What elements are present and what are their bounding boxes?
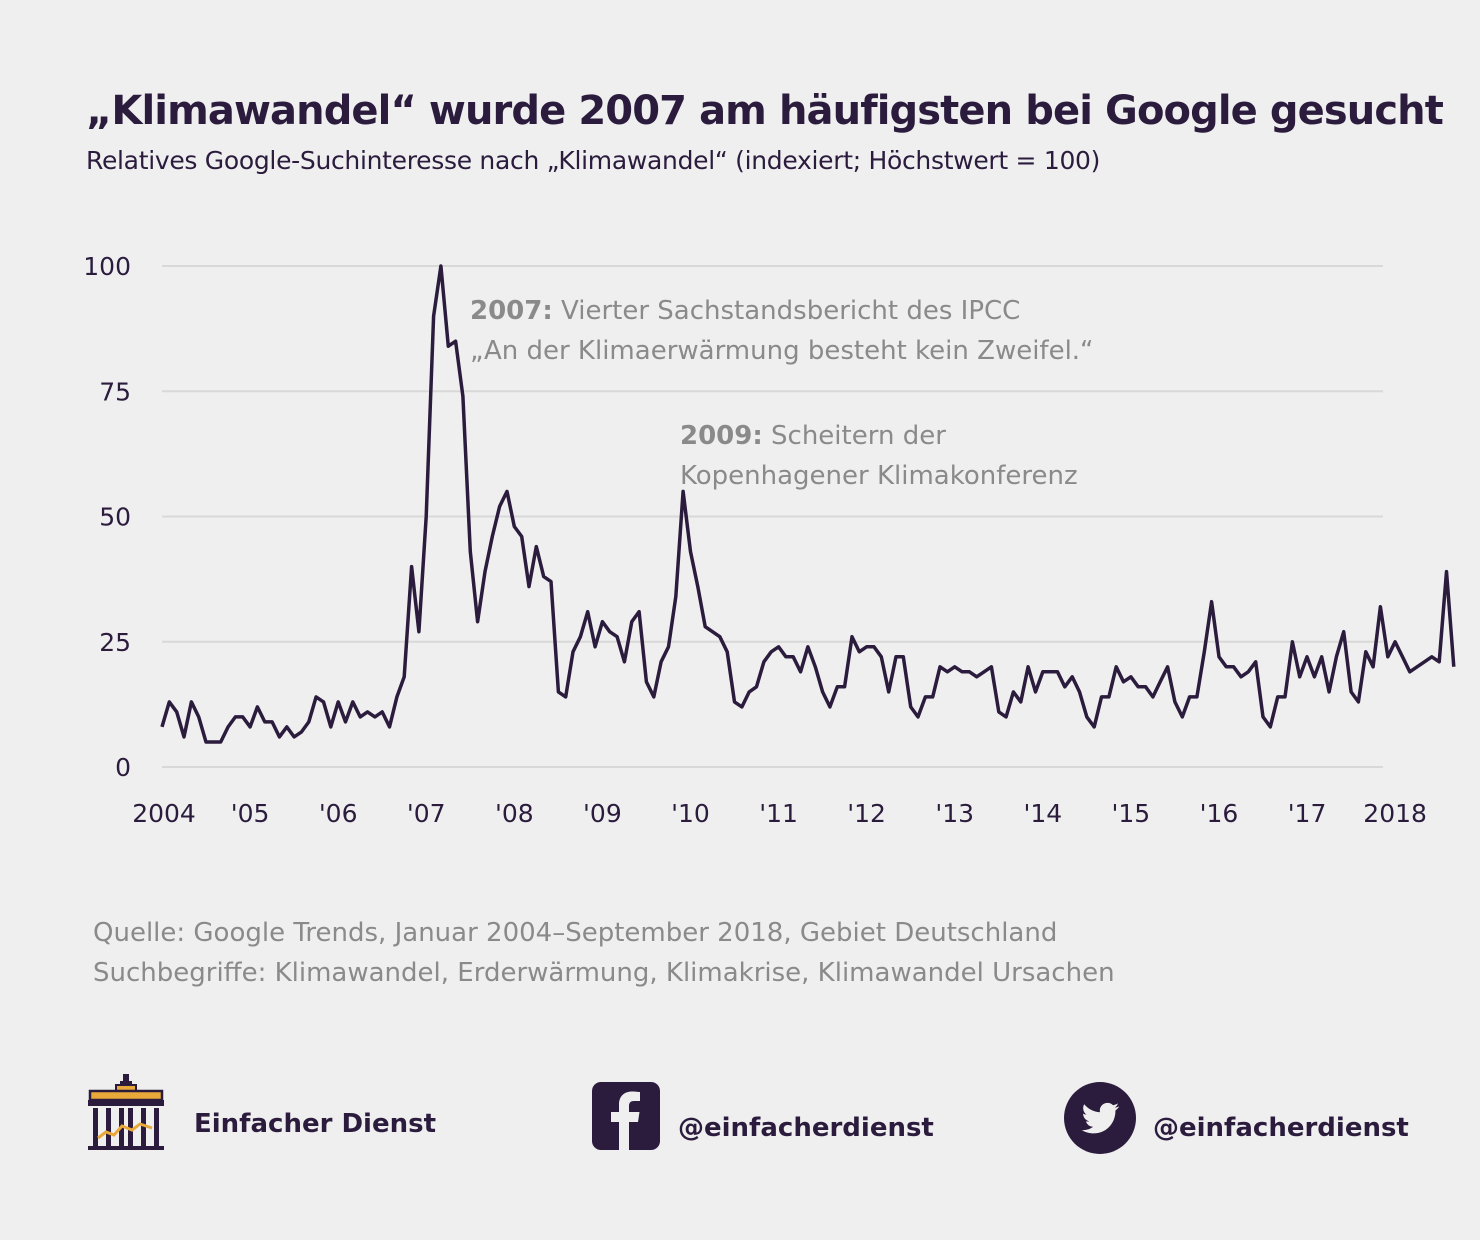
y-tick-label: 75 — [99, 377, 131, 406]
x-tick-label: '17 — [1288, 799, 1327, 828]
y-tick-label: 50 — [99, 503, 131, 532]
series-line — [160, 264, 1456, 744]
facebook-handle[interactable]: @einfacherdienst — [678, 1113, 934, 1143]
twitter-icon[interactable] — [1064, 1082, 1136, 1154]
x-axis-ticks: 2004 '05 '06 '07 '08 '09 '10 '11 '12 '13 '14 '15 '16… — [132, 799, 1427, 828]
x-tick-label: 2004 — [132, 799, 196, 828]
series-layer — [160, 264, 1456, 744]
x-tick-label: '05 — [231, 799, 270, 828]
annotation-2007-quote: „An der Klimaerwärmung besteht kein Zwei… — [470, 336, 1094, 366]
grid-lines — [162, 265, 1383, 768]
x-tick-label: '15 — [1112, 799, 1151, 828]
x-tick-label: '16 — [1200, 799, 1239, 828]
facebook-icon[interactable] — [592, 1082, 660, 1150]
annotation-2009-detail: Kopenhagener Klimakonferenz — [680, 461, 1078, 491]
x-tick-label: '06 — [319, 799, 358, 828]
x-tick-label: '08 — [495, 799, 534, 828]
annotation-2007-year: 2007: — [470, 296, 553, 326]
chart-title: „Klimawandel“ wurde 2007 am häufigsten b… — [86, 88, 1444, 134]
x-tick-label: '09 — [583, 799, 622, 828]
x-tick-label: 2018 — [1363, 799, 1427, 828]
y-tick-label: 0 — [115, 753, 131, 782]
source-line: Quelle: Google Trends, Januar 2004–Septe… — [93, 918, 1058, 948]
source-note: Quelle: Google Trends, Januar 2004–Septe… — [93, 913, 1115, 993]
x-tick-label: '10 — [671, 799, 710, 828]
twitter-handle[interactable]: @einfacherdienst — [1153, 1113, 1409, 1143]
x-tick-label: '12 — [847, 799, 886, 828]
y-axis-ticks: 0 25 50 75 100 — [83, 252, 131, 782]
annotation-2009-text: Scheitern der — [762, 421, 946, 451]
annotation-2009: 2009: Scheitern der Kopenhagener Klimako… — [680, 416, 1078, 496]
x-tick-label: '14 — [1023, 799, 1062, 828]
line-chart: 0 25 50 75 100 2004 '05 '06 '07 '08 '09 '10 '11 '12 '… — [83, 252, 1456, 828]
annotation-2007-text: Vierter Sachstandsbericht des IPCC — [552, 296, 1021, 326]
y-tick-label: 100 — [83, 252, 131, 281]
annotation-2009-year: 2009: — [680, 421, 763, 451]
search-terms-line: Suchbegriffe: Klimawandel, Erderwärmung,… — [93, 958, 1115, 988]
brand-name: Einfacher Dienst — [194, 1109, 437, 1139]
chart-subtitle: Relatives Google-Suchinteresse nach „Kli… — [86, 146, 1101, 175]
brandenburg-gate-logo-icon — [88, 1074, 164, 1150]
y-tick-label: 25 — [99, 628, 131, 657]
annotation-2007: 2007: Vierter Sachstandsbericht des IPCC… — [470, 291, 1094, 371]
x-tick-label: '13 — [935, 799, 974, 828]
x-tick-label: '11 — [759, 799, 798, 828]
x-tick-label: '07 — [407, 799, 446, 828]
